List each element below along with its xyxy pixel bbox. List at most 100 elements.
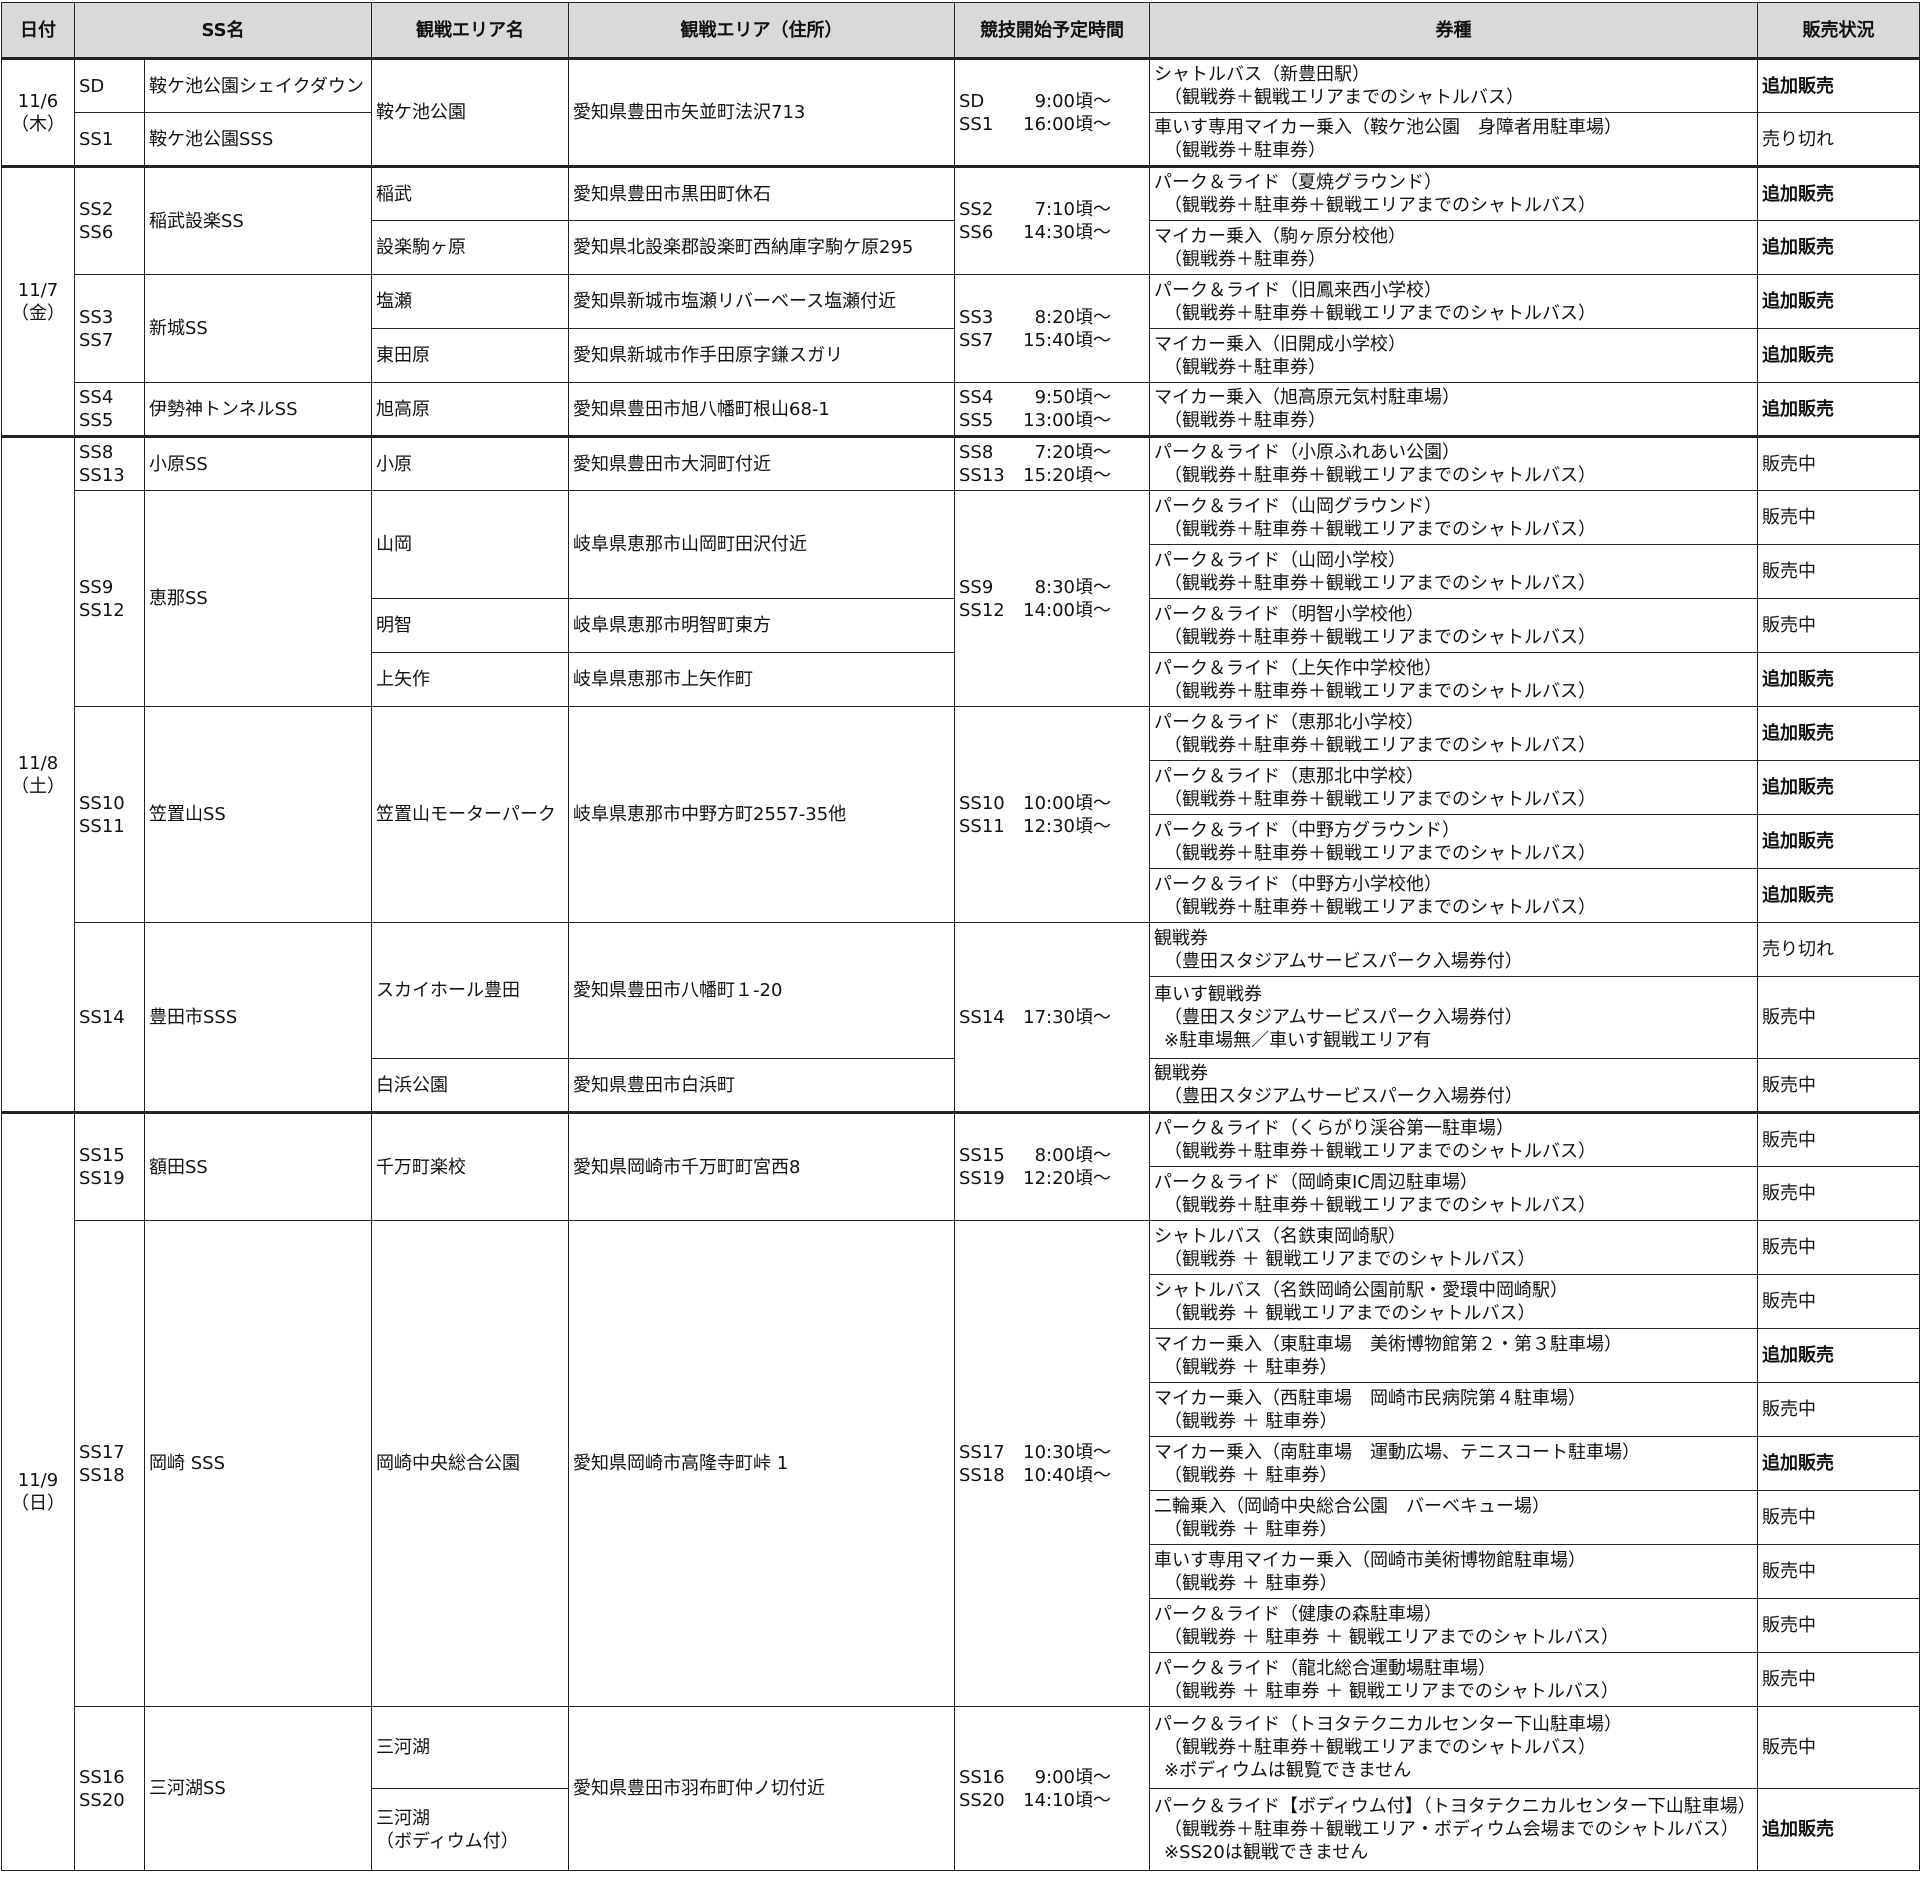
- start-time-code: SS7: [959, 329, 994, 351]
- ss-code-cell: SS1: [74, 112, 145, 167]
- table-row: マイカー乗入（南駐車場 運動広場、テニスコート駐車場） （観戦券 ＋ 駐車券） 追加…: [2, 1436, 1920, 1491]
- start-time-cell: SD 9:00頃～ SS1 16:00頃～: [954, 58, 1150, 167]
- ticket-detail: （観戦券＋駐車券＋観戦エリアまでのシャトルバス）: [1164, 1194, 1596, 1216]
- start-time-code: SS6: [959, 222, 994, 243]
- ticket-detail: （観戦券 ＋ 駐車券 ＋ 観戦エリアまでのシャトルバス）: [1164, 1680, 1619, 1702]
- ss-code-cell: SS9 SS12: [74, 490, 145, 707]
- ss-code-cell: SS2 SS6: [74, 165, 145, 275]
- start-time-line: SS18 10:40頃～: [959, 1464, 1145, 1487]
- start-time-cell: SS16 9:00頃～ SS20 14:10頃～: [954, 1706, 1150, 1871]
- start-time-code: SS16: [959, 1766, 1005, 1788]
- date-cell: 11/9 （日）: [1, 1111, 75, 1871]
- start-time-code: SS9: [959, 576, 994, 598]
- sales-status-badge: 追加販売: [1757, 382, 1920, 437]
- ticket-type-cell: パーク＆ライド（健康の森駐車場） （観戦券 ＋ 駐車券 ＋ 観戦エリアまでのシャト…: [1149, 1598, 1758, 1653]
- date-label: 11/8: [17, 752, 59, 774]
- ticket-type-cell: パーク＆ライド（龍北総合運動場駐車場） （観戦券 ＋ 駐車券 ＋ 観戦エリアまでの…: [1149, 1652, 1758, 1707]
- ticket-type-cell: パーク＆ライド（岡崎東IC周辺駐車場） （観戦券＋駐車券＋観戦エリアまでのシャトル…: [1149, 1166, 1758, 1221]
- area-name: 明智: [376, 615, 412, 636]
- area-name: 旭高原: [376, 398, 430, 420]
- ss-name-cell: 稲武設楽SS: [144, 165, 372, 275]
- ticket-detail: （観戦券＋駐車券＋観戦エリアまでのシャトルバス）: [1164, 734, 1596, 756]
- sales-status-badge: 追加販売: [1757, 706, 1920, 761]
- start-time-code: SS19: [959, 1168, 1005, 1189]
- area-address-cell: 愛知県豊田市八幡町１-20: [568, 922, 955, 1059]
- area-name: 稲武: [376, 183, 412, 205]
- ss-name-cell: 小原SS: [144, 435, 372, 491]
- ticket-type-cell: 二輪乗入（岡崎中央総合公園 バーベキュー場） （観戦券 ＋ 駐車券）: [1149, 1490, 1758, 1545]
- ticket-type-cell: パーク＆ライド（山岡グラウンド） （観戦券＋駐車券＋観戦エリアまでのシャトルバス）: [1149, 490, 1758, 545]
- ticket-name: パーク＆ライド（恵那北小学校）: [1154, 711, 1424, 733]
- area-name-cell: 岡崎中央総合公園: [371, 1220, 569, 1707]
- ss-code-cell: SS3 SS7: [74, 274, 145, 383]
- sales-status-badge: 追加販売: [1757, 328, 1920, 383]
- start-time-value: 9:50頃～: [1034, 387, 1111, 408]
- ss-code: SS5: [79, 410, 114, 431]
- ticket-detail: （観戦券＋駐車券）: [1164, 248, 1326, 270]
- area-address-cell: 岐阜県恵那市上矢作町: [568, 652, 955, 707]
- ticket-type-cell: マイカー乗入（旭高原元気村駐車場） （観戦券＋駐車券）: [1149, 382, 1758, 437]
- ss-name-cell: 豊田市SSS: [144, 922, 372, 1113]
- ss-name-cell: 岡崎 SSS: [144, 1220, 372, 1707]
- ss-code-cell: SS15 SS19: [74, 1111, 145, 1221]
- sales-status-badge: 販売中: [1757, 544, 1920, 599]
- table-row: 車いす観戦券 （豊田スタジアムサービスパーク入場券付） ※駐車場無／車いす観戦エリア…: [2, 976, 1920, 1059]
- ticket-detail: （観戦券＋駐車券＋観戦エリアまでのシャトルバス）: [1164, 680, 1596, 702]
- area-address-cell: 岐阜県恵那市中野方町2557-35他: [568, 706, 955, 923]
- start-time-cell: SS15 8:00頃～ SS19 12:20頃～: [954, 1111, 1150, 1221]
- area-address-cell: 愛知県豊田市旭八幡町根山68-1: [568, 382, 955, 437]
- ss-code: SS17: [79, 1441, 125, 1463]
- area-name-cell: 山岡: [371, 490, 569, 599]
- sales-status-badge: 売り切れ: [1757, 112, 1920, 167]
- start-time-code: SS18: [959, 1464, 1005, 1486]
- ss-name-cell: 伊勢神トンネルSS: [144, 382, 372, 437]
- start-time-value: 13:00頃～: [1023, 410, 1111, 431]
- ticket-name: シャトルバス（名鉄岡崎公園前駅・愛環中岡崎駅）: [1154, 1279, 1568, 1301]
- header-area-address: 観戦エリア（住所）: [568, 2, 955, 60]
- start-time-line: SS9 8:30頃～: [959, 576, 1145, 599]
- start-time-value: 7:10頃～: [1034, 199, 1111, 220]
- sales-status-badge: 販売中: [1757, 1490, 1920, 1545]
- header-sales-status: 販売状況: [1757, 2, 1920, 60]
- ticket-name: パーク＆ライド（くらがり渓谷第一駐車場）: [1154, 1118, 1514, 1139]
- table-row: パーク＆ライド（恵那北中学校） （観戦券＋駐車券＋観戦エリアまでのシャトルバス）追…: [2, 760, 1920, 815]
- table-row: パーク＆ライド（健康の森駐車場） （観戦券 ＋ 駐車券 ＋ 観戦エリアまでのシャト…: [2, 1598, 1920, 1653]
- table-row: 車いす専用マイカー乗入（岡崎市美術博物館駐車場） （観戦券 ＋ 駐車券） 販売中: [2, 1544, 1920, 1599]
- sales-status-badge: 販売中: [1757, 1111, 1920, 1167]
- ticket-type-cell: 観戦券 （豊田スタジアムサービスパーク入場券付）: [1149, 922, 1758, 977]
- ticket-name: シャトルバス（名鉄東岡崎駅）: [1154, 1225, 1406, 1247]
- sales-status-badge: 追加販売: [1757, 58, 1920, 113]
- ss-name-cell: 鞍ケ池公園SSS: [144, 112, 372, 167]
- area-name-cell: 設楽駒ヶ原: [371, 220, 569, 275]
- area-name: 三河湖: [376, 1807, 430, 1829]
- area-address-cell: 愛知県豊田市羽布町仲ノ切付近: [568, 1706, 955, 1871]
- start-time-code: SS11: [959, 815, 1005, 837]
- start-time-code: SD: [959, 90, 985, 112]
- ticket-detail: （観戦券 ＋ 駐車券）: [1164, 1572, 1338, 1594]
- table-row: 11/9 （日） SS15 SS19 額田SS 千万町楽校 愛知県岡崎市千万町町宮西8 SS1…: [1, 1111, 1920, 1871]
- ticket-name: シャトルバス（新豊田駅）: [1154, 64, 1370, 85]
- date-cell: 11/6 （木）: [1, 58, 75, 167]
- table-row: 11/8 （土） SS8 SS13 小原SS 小原 愛知県豊田市大洞町付近 SS8 7:20頃～…: [1, 435, 1920, 1113]
- date-label: 11/7: [17, 279, 59, 301]
- start-time-cell: SS10 10:00頃～ SS11 12:30頃～: [954, 706, 1150, 923]
- ss-code: SS13: [79, 465, 125, 486]
- ticket-name: パーク＆ライド（岡崎東IC周辺駐車場）: [1154, 1171, 1478, 1193]
- area-address-cell: 愛知県豊田市大洞町付近: [568, 435, 955, 491]
- area-address-cell: 愛知県新城市塩瀬リバーベース塩瀬付近: [568, 274, 955, 329]
- ticket-detail: （観戦券 ＋ 駐車券 ＋ 観戦エリアまでのシャトルバス）: [1164, 1626, 1619, 1648]
- start-time-value: 15:40頃～: [1023, 329, 1111, 351]
- header-ss-name: SS名: [74, 2, 372, 60]
- area-name: 三河湖: [376, 1737, 430, 1758]
- start-time-code: SS8: [959, 442, 994, 463]
- header-date: 日付: [1, 2, 75, 60]
- table-row: 二輪乗入（岡崎中央総合公園 バーベキュー場） （観戦券 ＋ 駐車券） 販売中: [2, 1490, 1920, 1545]
- ticket-type-cell: 観戦券 （豊田スタジアムサービスパーク入場券付）: [1149, 1058, 1758, 1113]
- area-name-cell: 東田原: [371, 328, 569, 383]
- table-row: SS10 SS11 笠置山SS 笠置山モーターパーク 岐阜県恵那市中野方町2557-35…: [2, 706, 1920, 923]
- ticket-name: パーク＆ライド（明智小学校他）: [1154, 603, 1424, 625]
- ticket-type-cell: マイカー乗入（東駐車場 美術博物館第２・第３駐車場） （観戦券 ＋ 駐車券）: [1149, 1328, 1758, 1383]
- table-row: 三河湖 （ボディウム付） パーク＆ライド【ボディウム付】（トヨタテクニカルセンター下…: [2, 1788, 1920, 1871]
- start-time-value: 16:00頃～: [1023, 113, 1111, 135]
- ticket-type-cell: マイカー乗入（旧開成小学校） （観戦券＋駐車券）: [1149, 328, 1758, 383]
